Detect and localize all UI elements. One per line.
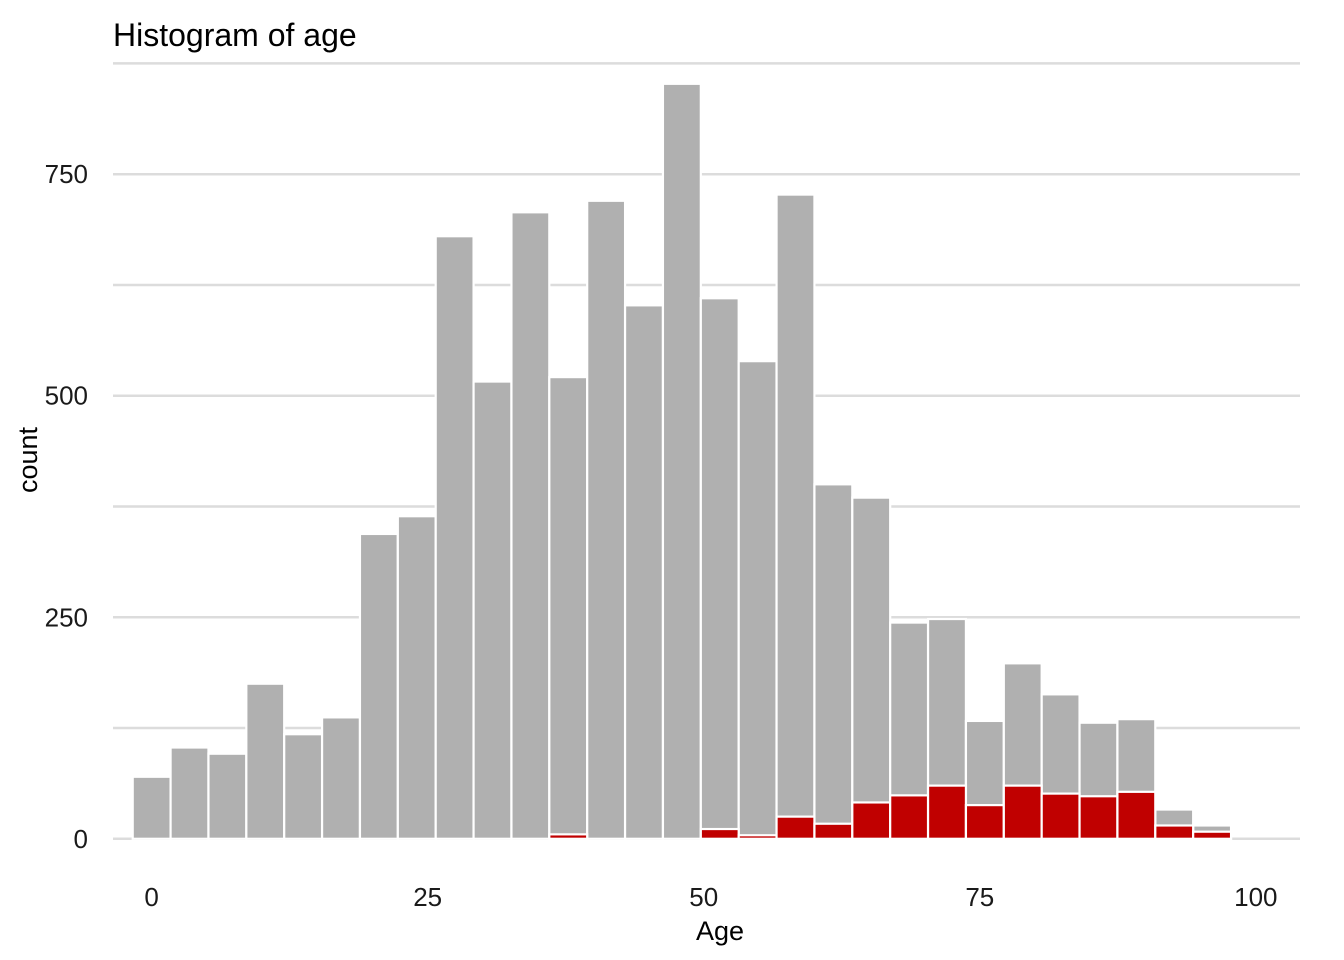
- bar-total-8: [434, 235, 475, 840]
- bar-highlight-22: [964, 804, 1005, 840]
- bar-highlight-15: [699, 827, 740, 840]
- bar-total-1: [169, 746, 210, 840]
- bar-total-7: [396, 515, 437, 840]
- bar-highlight-11: [548, 833, 589, 840]
- bars: [131, 82, 1233, 840]
- bar-total-0: [131, 775, 172, 840]
- bar-highlight-17: [775, 815, 816, 840]
- bar-highlight-20: [889, 794, 930, 840]
- bar-total-13: [623, 304, 665, 840]
- bar-highlight-24: [1040, 792, 1081, 840]
- bar-total-5: [320, 716, 362, 840]
- x-axis-label: Age: [696, 916, 744, 946]
- bar-highlight-16: [737, 834, 778, 840]
- bar-highlight-21: [926, 784, 968, 840]
- bar-total-9: [472, 380, 513, 840]
- bar-total-17: [775, 193, 816, 840]
- bar-highlight-19: [851, 801, 892, 840]
- y-tick-label: 250: [45, 602, 88, 632]
- y-tick-label: 500: [45, 381, 88, 411]
- bar-total-12: [586, 199, 627, 840]
- bar-total-4: [283, 733, 324, 840]
- bar-highlight-26: [1116, 790, 1157, 840]
- bar-total-16: [737, 360, 778, 840]
- x-tick-label: 25: [413, 882, 442, 912]
- x-tick-label: 100: [1234, 882, 1277, 912]
- x-tick-label: 75: [965, 882, 994, 912]
- bar-total-19: [851, 496, 892, 840]
- bar-highlight-23: [1002, 784, 1043, 840]
- bar-total-15: [699, 297, 740, 840]
- y-tick-labels: 0 250 500 750: [45, 159, 88, 854]
- bar-total-14: [661, 82, 702, 840]
- y-tick-label: 750: [45, 159, 88, 189]
- x-tick-label: 50: [689, 882, 718, 912]
- bar-highlight-18: [813, 822, 854, 840]
- bar-total-3: [245, 682, 286, 840]
- chart-title: Histogram of age: [113, 17, 357, 53]
- bar-highlight-28: [1192, 830, 1233, 840]
- x-tick-labels: 0 25 50 75 100: [144, 882, 1277, 912]
- bar-highlight-25: [1078, 795, 1119, 840]
- bar-total-10: [510, 211, 551, 840]
- bar-total-2: [207, 752, 248, 840]
- bar-highlight-27: [1154, 824, 1195, 840]
- bar-total-11: [548, 376, 589, 840]
- x-tick-label: 0: [144, 882, 158, 912]
- bar-total-6: [358, 532, 399, 840]
- y-axis-label: count: [13, 426, 43, 493]
- bar-total-18: [813, 483, 854, 840]
- y-tick-label: 0: [74, 824, 88, 854]
